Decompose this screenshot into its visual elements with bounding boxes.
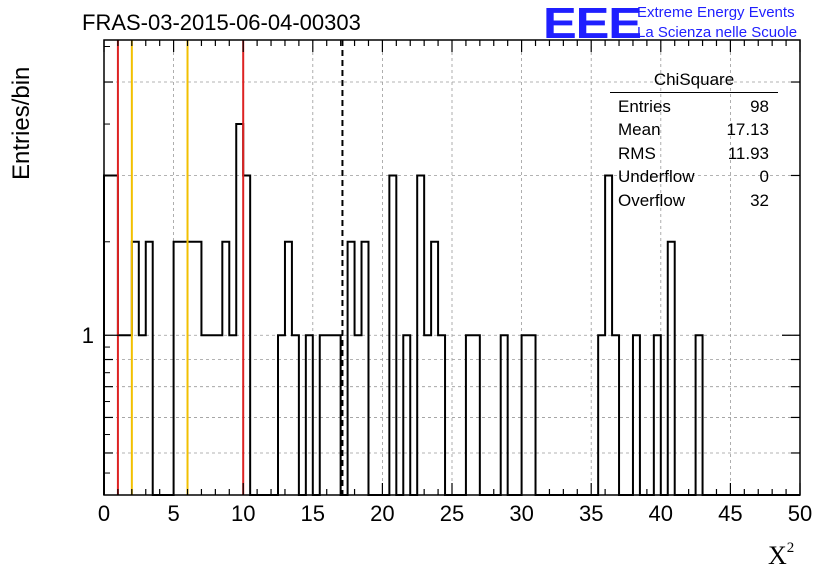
x-tick-label: 40 [649,501,673,526]
histogram-bin [334,335,341,495]
x-tick-label: 15 [301,501,325,526]
histogram-bin [306,335,313,495]
histogram-bin [285,242,292,495]
histogram-bin [208,335,215,495]
histogram-bin [417,175,424,495]
histogram-bin [181,242,188,495]
stats-row-underflow: Underflow 0 [610,165,778,189]
x-tick-label: 25 [440,501,464,526]
y-axis-label: Entries/bin [8,66,35,180]
threshold-lines [116,40,344,495]
x-axis-label: X2 [768,540,794,571]
stats-value: 17.13 [726,120,769,139]
histogram-bin [125,335,132,495]
x-axis-label-base: X [768,541,787,570]
histogram-bin [529,335,536,495]
histogram-bin [438,335,445,495]
eee-logo: EEE [543,0,642,48]
logo-line-2: La Scienza nelle Scuole [637,24,798,41]
histogram-bin [236,124,243,495]
histogram-bin [278,335,285,495]
histogram-bin [194,242,201,495]
stats-row-mean: Mean 17.13 [610,118,778,142]
histogram-bin [139,335,146,495]
stats-label: Mean [618,120,661,139]
histogram-bin [355,335,362,495]
x-tick-label: 35 [579,501,603,526]
stats-row-entries: Entries 98 [610,95,778,119]
stats-box: ChiSquare Entries 98 Mean 17.13 RMS 11.9… [610,68,778,212]
histogram-bin [229,335,236,495]
histogram-bin [348,242,355,495]
x-tick-label: 50 [788,501,812,526]
histogram-bin [201,335,208,495]
histogram-bin [424,335,431,495]
stats-title: ChiSquare [610,68,778,93]
histogram-bin [327,335,334,495]
histogram-outline [103,123,800,496]
histogram-bin [215,335,222,495]
histogram-bin [466,335,473,495]
x-tick-label: 0 [98,501,110,526]
histogram-bin [473,335,480,495]
x-tick-label: 30 [509,501,533,526]
stats-label: RMS [618,143,656,163]
histogram-bin [292,335,299,495]
stats-value: 32 [750,190,769,210]
histogram-bin [668,242,675,495]
histogram-bin [118,335,125,495]
x-tick-label: 10 [231,501,255,526]
histogram-bin [174,242,181,495]
stats-value: 11.93 [727,143,769,163]
histogram-bin [188,242,195,495]
stats-row-rms: RMS 11.93 [610,142,778,166]
chart-title: FRAS-03-2015-06-04-00303 [82,10,361,35]
histogram-bin [362,242,369,495]
histogram-bin [320,335,327,495]
x-tick-label: 20 [370,501,394,526]
histogram-bin [431,242,438,495]
x-axis-label-superscript: 2 [786,540,795,556]
histogram-bin [501,335,508,495]
histogram-bin [403,335,410,495]
x-tick-label: 5 [167,501,179,526]
histogram-bin [132,242,139,495]
histogram-bin [654,335,661,495]
histogram-bin [222,242,229,495]
histogram-bin [633,335,640,495]
histogram-bin [146,242,153,495]
histogram-bin [389,175,396,495]
histogram-bin [243,175,250,495]
histogram-bin [612,335,619,495]
stats-label: Overflow [618,190,686,210]
axes: 0 5 10 15 20 25 30 35 40 45 50 1 [82,39,812,526]
histogram-bin [522,335,529,495]
logo-line-1: Extreme Energy Events [637,4,795,21]
histogram-bin [598,335,605,495]
stats-value: 98 [750,96,769,116]
stats-label: Underflow [618,167,695,186]
y-tick-label: 1 [82,323,94,348]
stats-value: 0 [759,167,769,186]
x-tick-label: 45 [718,501,742,526]
histogram-bin [605,175,612,495]
histogram-bars [103,123,800,496]
stats-row-overflow: Overflow 32 [610,189,778,213]
histogram-bin [696,335,703,495]
stats-label: Entries [618,96,671,116]
